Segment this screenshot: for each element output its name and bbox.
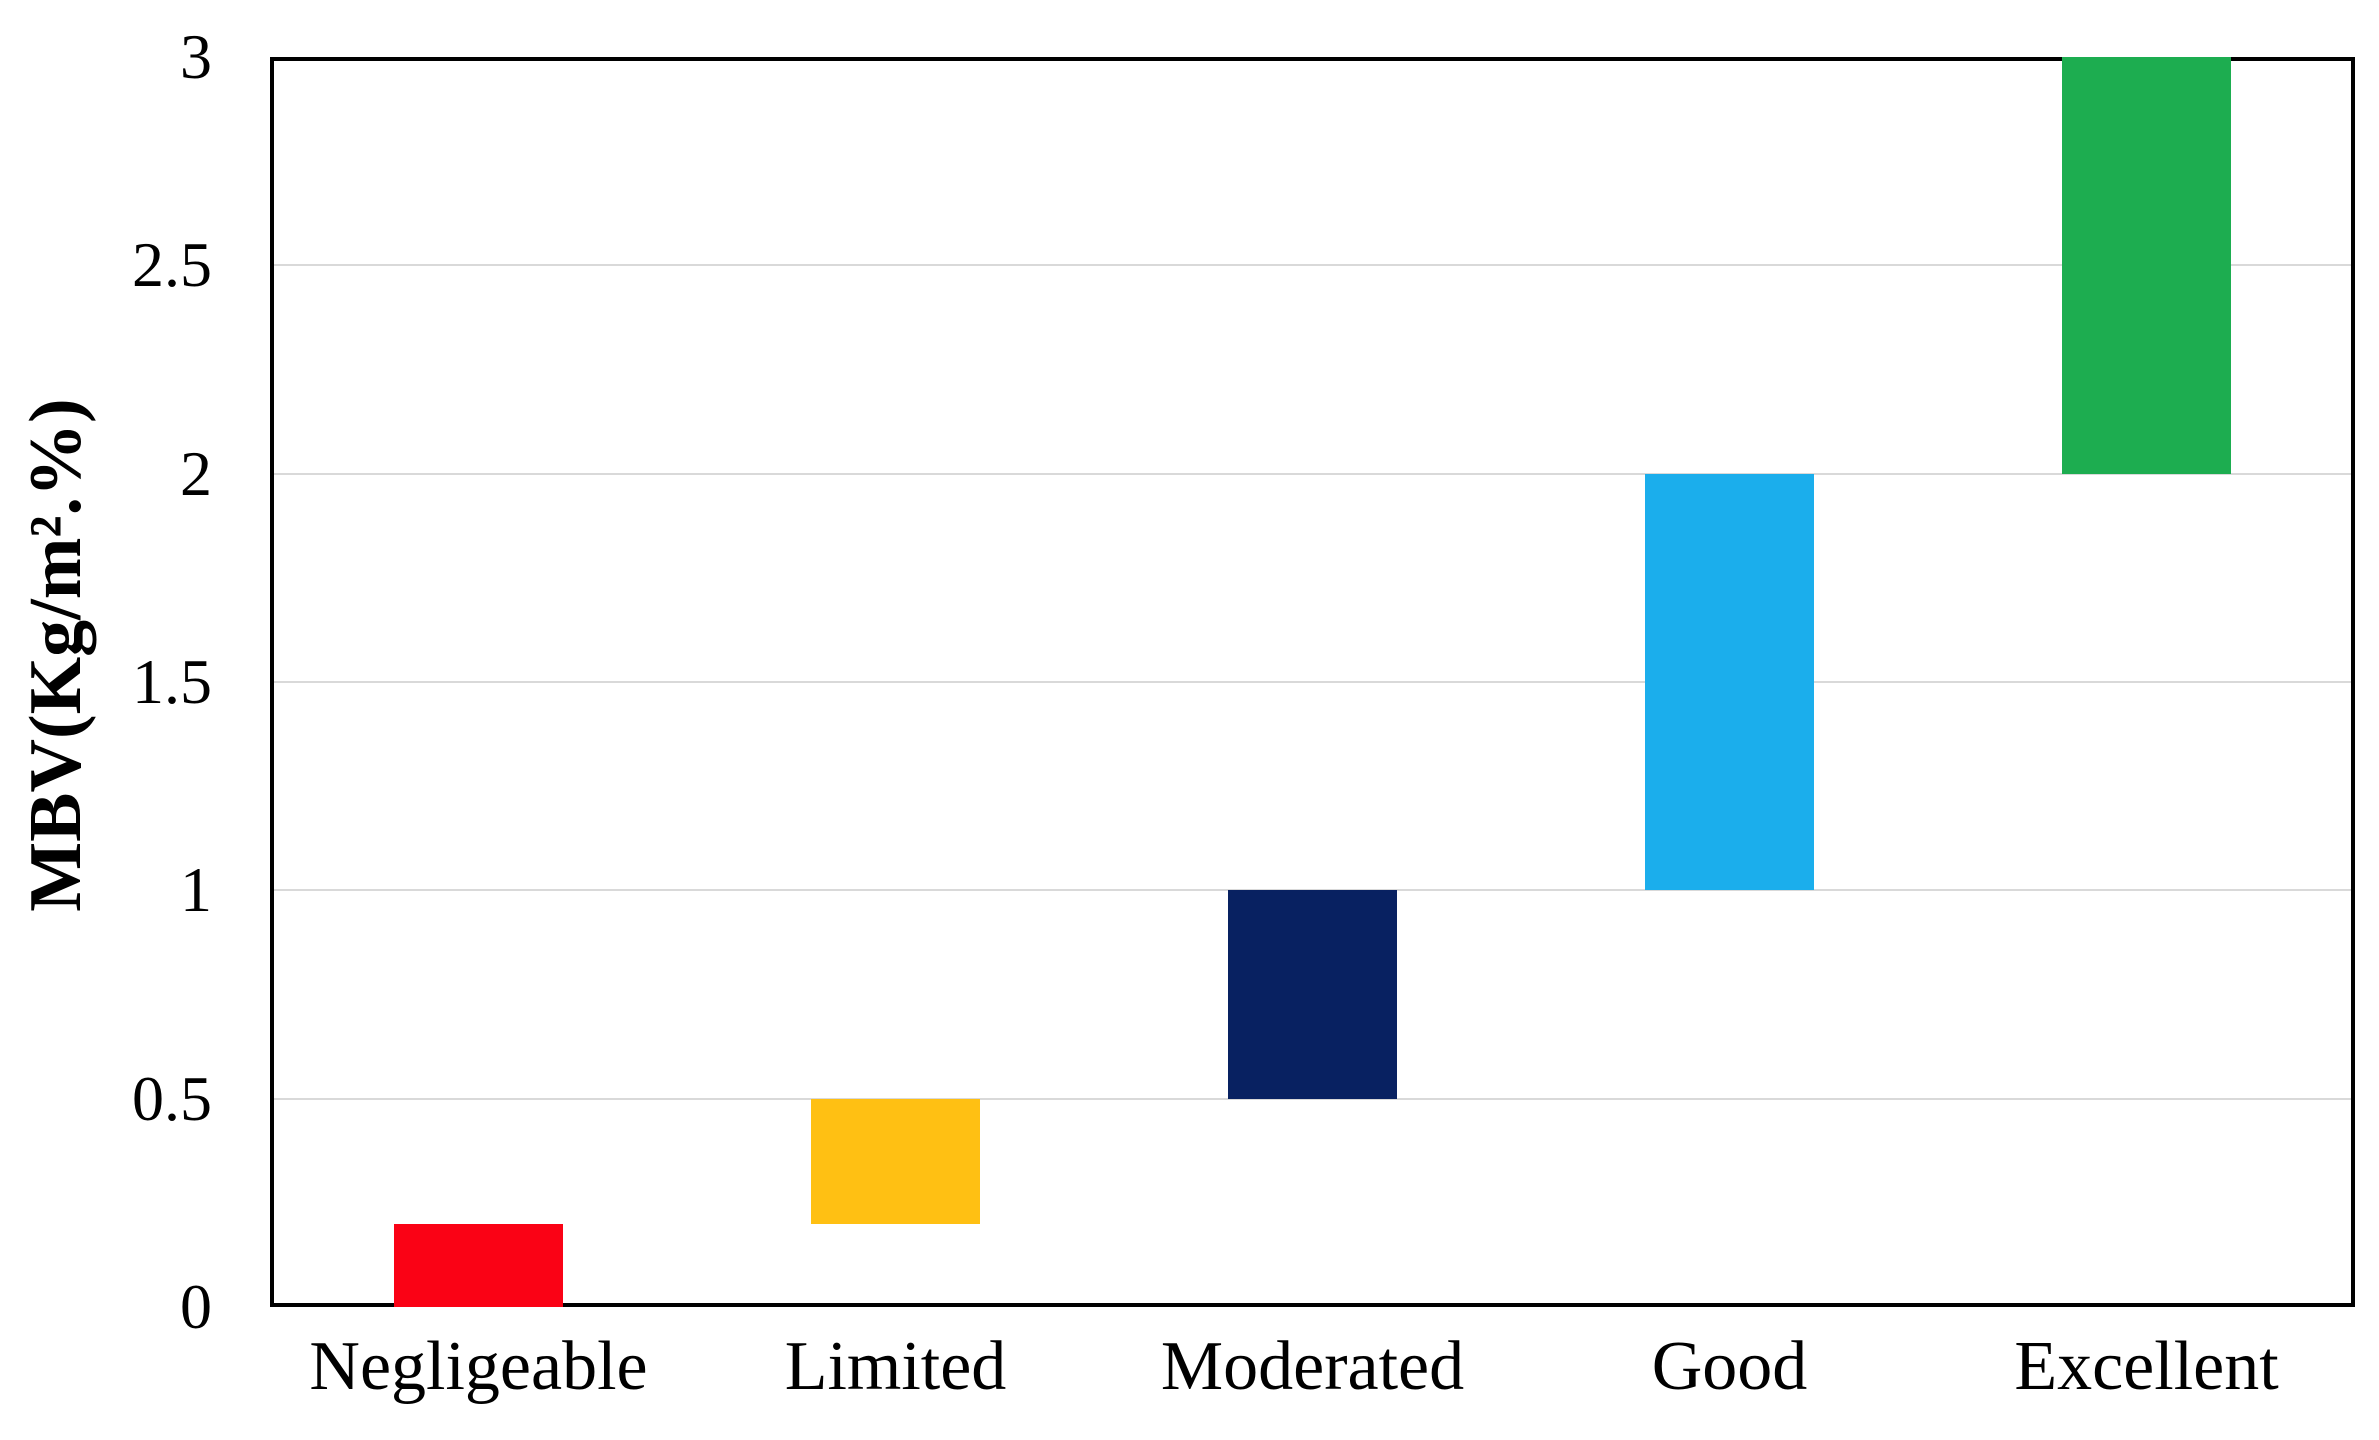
y-tick-label-2: 2	[180, 437, 212, 509]
x-category-label-negligeable: Negligeable	[309, 1328, 648, 1405]
y-tick-label-1: 1	[180, 854, 212, 926]
x-category-label-moderated: Moderated	[1160, 1328, 1465, 1405]
y-tick-label-3: 3	[180, 21, 212, 92]
gridline-1.5	[274, 681, 2351, 683]
bar-negligeable	[394, 1223, 563, 1307]
bar-limited	[811, 1098, 980, 1224]
bar-excellent	[2062, 57, 2231, 474]
y-tick-label-0: 0	[180, 1271, 212, 1342]
plot-area	[270, 57, 2355, 1307]
bar-moderated	[1228, 890, 1397, 1099]
bar-good	[1645, 473, 1814, 891]
x-category-label-limited: Limited	[784, 1328, 1007, 1405]
gridline-2.5	[274, 264, 2351, 267]
gridline-0.5	[274, 1097, 2351, 1100]
gridline-2	[274, 472, 2351, 475]
y-tick-label-2.5: 2.5	[132, 229, 212, 301]
x-category-label-good: Good	[1651, 1328, 1808, 1405]
x-category-label-excellent: Excellent	[2014, 1328, 2279, 1405]
y-tick-label-1.5: 1.5	[132, 646, 212, 717]
y-tick-label-0.5: 0.5	[132, 1062, 212, 1134]
